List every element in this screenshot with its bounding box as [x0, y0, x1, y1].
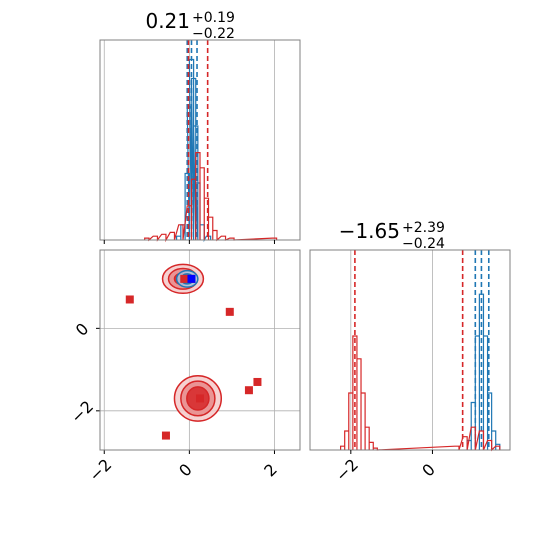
- panel-top-hist-title-minus: −0.22: [192, 26, 235, 42]
- panel-2d-red-marker: [225, 307, 234, 316]
- panel-2d-blue-marker: [187, 274, 196, 283]
- panel-right-hist-title-minus: −0.24: [402, 236, 445, 252]
- panel-2d-red-marker: [196, 394, 204, 403]
- panel-right-hist-xtick-label: −2: [332, 455, 362, 485]
- panel-right-hist-title-plus: +2.39: [402, 220, 445, 236]
- panel-2d-xtick-label: 2: [260, 460, 281, 481]
- panel-right-hist-hist-series-1: [340, 335, 501, 452]
- panel-right-hist-title-value: −1.65: [339, 219, 400, 243]
- panel-top-hist-title-value: 0.21: [145, 9, 190, 33]
- panel-2d-xtick-label: 0: [175, 460, 196, 481]
- panel-top-hist-frame: [99, 39, 301, 241]
- panel-2d-red-marker: [253, 377, 262, 386]
- panel-right-hist-hist-series-0: [466, 293, 501, 450]
- panel-2d-frame: [99, 249, 301, 451]
- panel-2d-xtick-label: −2: [85, 455, 115, 485]
- panel-top-hist-title-plus: +0.19: [192, 10, 235, 26]
- panel-2d-red-marker: [180, 274, 189, 283]
- panel-2d-red-marker: [125, 295, 134, 304]
- panel-2d-red-marker: [161, 431, 170, 440]
- panel-top-hist-hist-series-1: [144, 152, 278, 243]
- panel-top-hist-hist-series-0: [175, 58, 212, 243]
- panel-2d-ytick-label: 0: [72, 319, 93, 340]
- panel-right-hist-frame: [309, 249, 511, 451]
- panel-2d-red-marker: [244, 386, 253, 395]
- panel-right-hist-xtick-label: 0: [418, 460, 439, 481]
- panel-2d-ytick-label: −2: [67, 397, 97, 427]
